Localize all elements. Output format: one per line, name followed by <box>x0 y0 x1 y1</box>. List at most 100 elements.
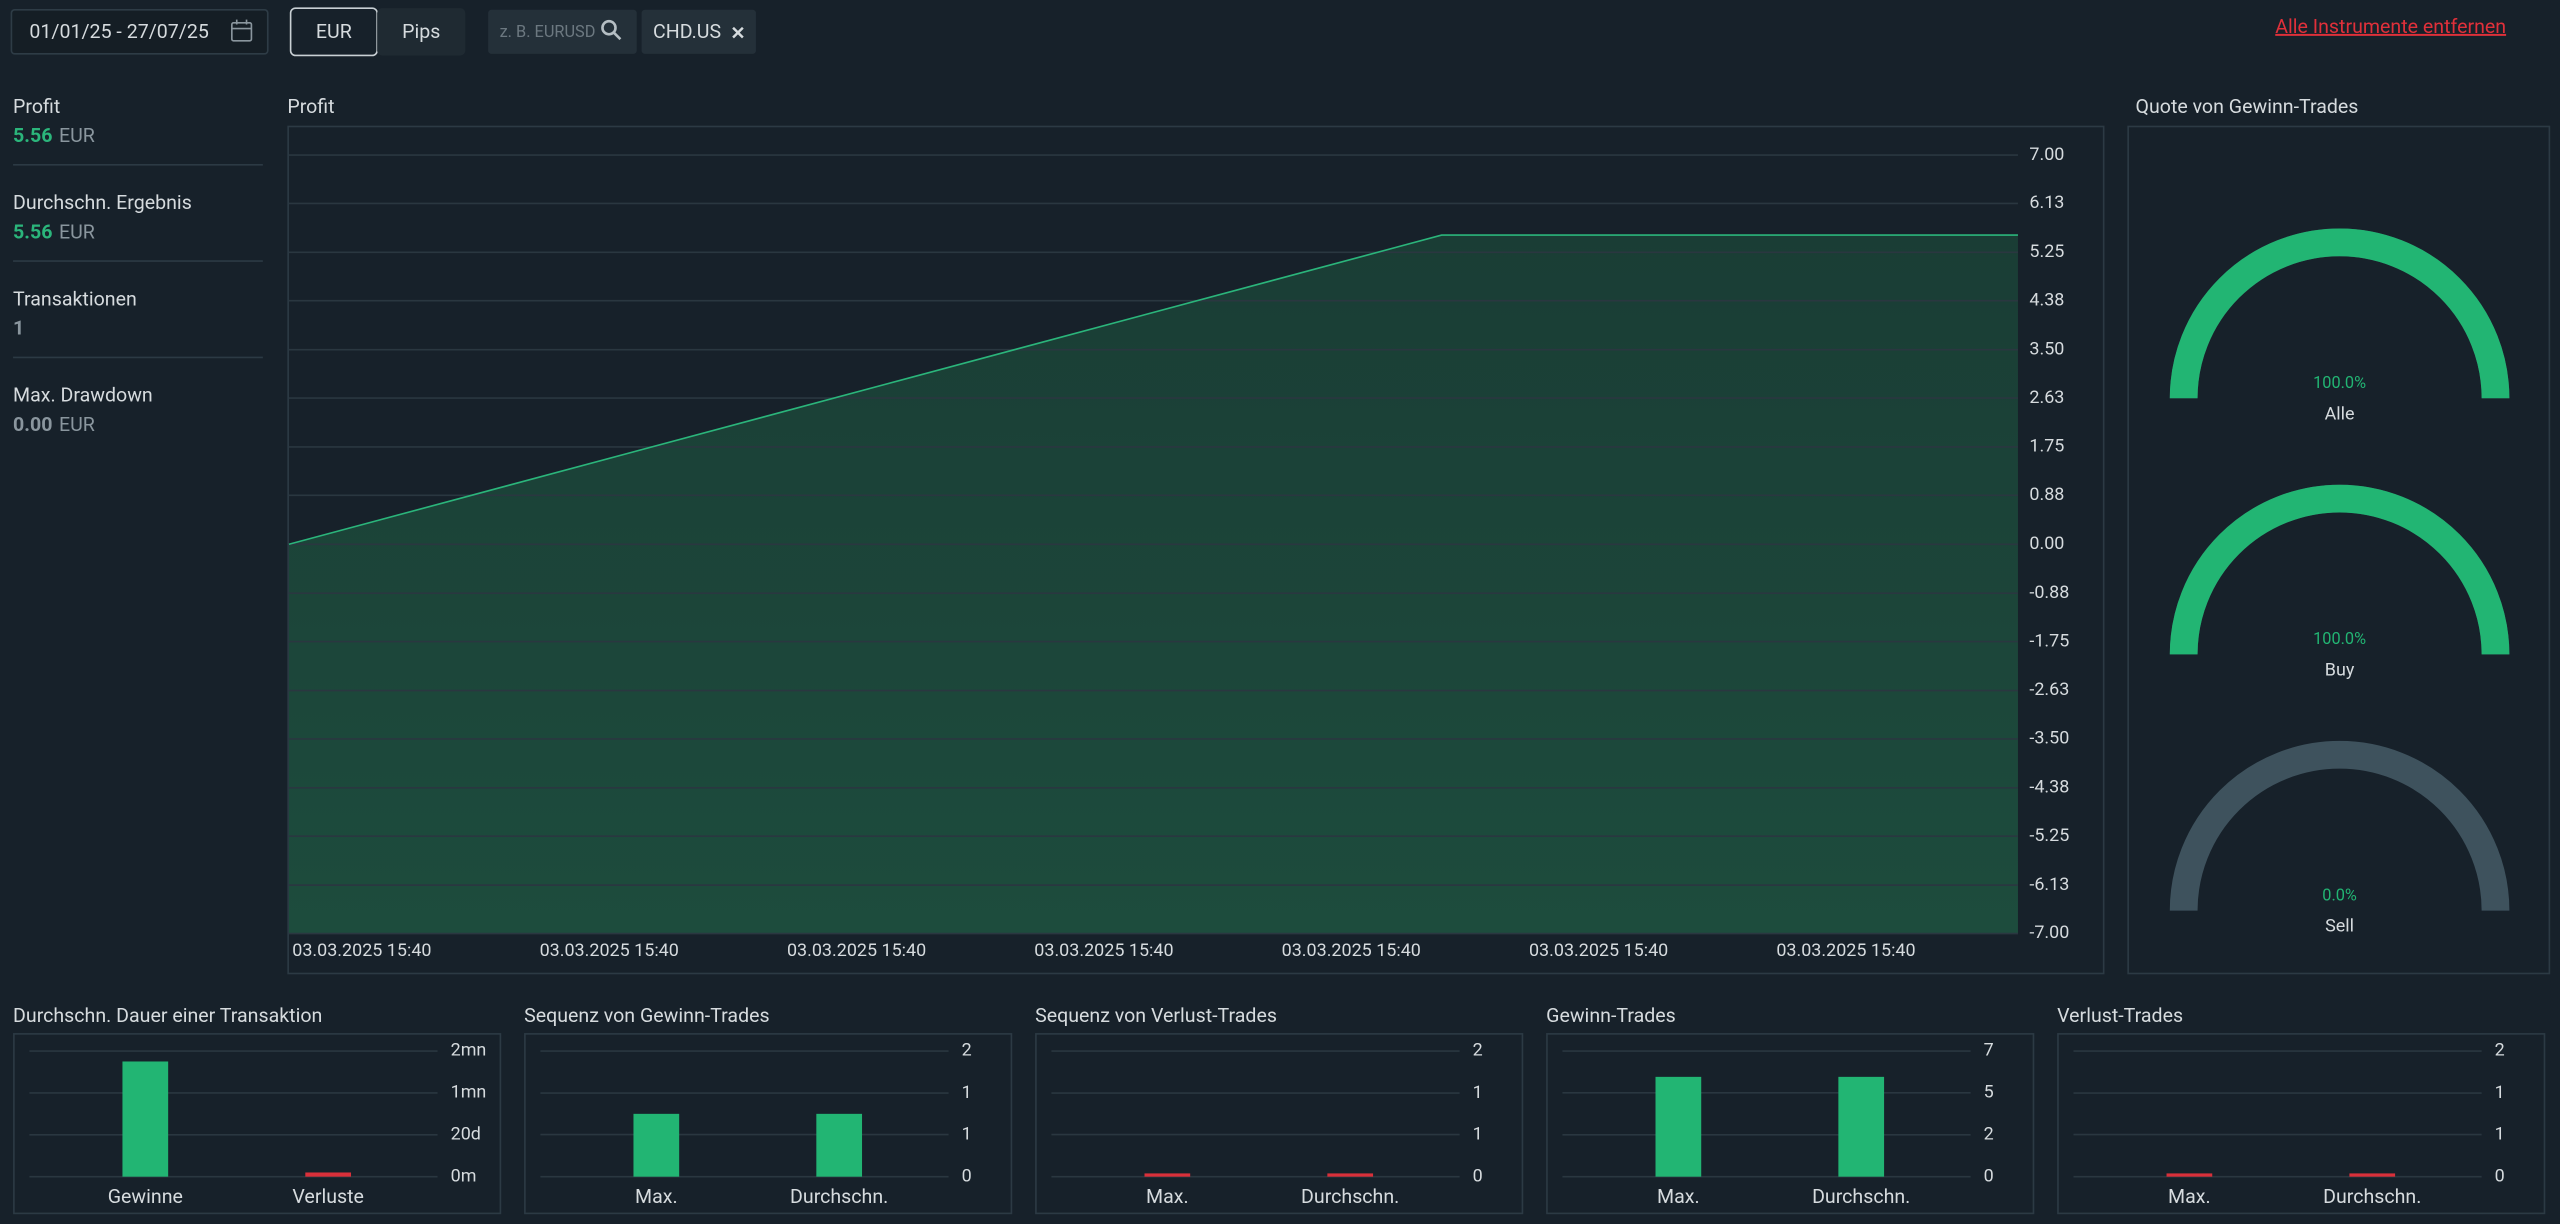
instrument-name: CHD.US <box>653 20 721 43</box>
profit-panel <box>287 125 2105 975</box>
y-tick-label: 6.13 <box>2029 192 2064 213</box>
chart-title: Gewinn-Trades <box>1546 1004 1676 1027</box>
x-tick-label: 03.03.2025 15:40 <box>1282 940 1421 961</box>
y-tick-label: 2.63 <box>2029 387 2064 408</box>
y-tick-label: 5.25 <box>2029 241 2064 262</box>
stat-number: 1 <box>13 317 24 340</box>
y-tick-label: 0 <box>962 1165 972 1186</box>
stat-value: 1 <box>13 317 24 340</box>
gauge-label: Buy <box>2325 659 2355 680</box>
gauge-label: Alle <box>2325 403 2355 424</box>
y-tick-label: 2 <box>2495 1040 2505 1061</box>
y-tick-label: 1mn <box>451 1082 487 1103</box>
stat-label: Transaktionen <box>13 287 137 310</box>
y-tick-label: 0 <box>1473 1165 1483 1186</box>
bar <box>816 1113 863 1177</box>
x-tick-label: 03.03.2025 15:40 <box>292 940 431 961</box>
stat-value: 0.00 EUR <box>13 413 95 436</box>
bar <box>633 1113 680 1177</box>
bar <box>1838 1076 1885 1177</box>
stat-number: 5.56 <box>13 221 52 244</box>
chart-title: Sequenz von Verlust-Trades <box>1035 1004 1277 1027</box>
chart-title: Verlust-Trades <box>2057 1004 2183 1027</box>
y-tick-label: 7.00 <box>2029 144 2064 165</box>
y-tick-label: 0.88 <box>2029 484 2064 505</box>
profit-area <box>288 235 2018 934</box>
gauge-percent: 100.0% <box>2313 629 2366 648</box>
y-tick-label: 1 <box>1473 1123 1483 1144</box>
gauge-percent: 100.0% <box>2313 373 2366 392</box>
y-tick-label: -0.88 <box>2029 582 2069 603</box>
x-tick-label: 03.03.2025 15:40 <box>1034 940 1173 961</box>
winrate-panel <box>2127 125 2551 975</box>
y-tick-label: -7.00 <box>2029 922 2069 943</box>
y-tick-label: 1.75 <box>2029 436 2064 457</box>
x-tick-label: 03.03.2025 15:40 <box>1776 940 1915 961</box>
bar <box>305 1172 352 1177</box>
gauge-percent: 0.0% <box>2322 885 2357 904</box>
stat-unit: EUR <box>59 124 95 147</box>
y-tick-label: 2 <box>962 1040 972 1061</box>
bar-panel <box>1035 1033 1524 1215</box>
y-tick-label: 3.50 <box>2029 338 2064 359</box>
y-tick-label: 1 <box>962 1082 972 1103</box>
y-tick-label: 2 <box>1984 1124 1994 1145</box>
x-tick-label: Durchschn. <box>790 1185 888 1208</box>
x-tick-label: Max. <box>1657 1185 1700 1208</box>
bar <box>122 1061 169 1177</box>
stat-number: 0.00 <box>13 413 52 436</box>
y-tick-label: 2mn <box>451 1040 487 1061</box>
pips-button[interactable] <box>377 8 466 56</box>
y-tick-label: -4.38 <box>2029 777 2069 798</box>
y-tick-label: 0m <box>451 1165 477 1186</box>
x-tick-label: Gewinne <box>108 1185 183 1208</box>
date-picker[interactable] <box>10 8 269 55</box>
search-icon <box>601 19 622 41</box>
x-tick-label: Max. <box>1146 1185 1189 1208</box>
y-tick-label: -3.50 <box>2029 728 2069 749</box>
y-tick-label: -1.75 <box>2029 630 2069 651</box>
x-tick-label: Verluste <box>292 1185 364 1208</box>
chart-title: Sequenz von Gewinn-Trades <box>524 1004 770 1027</box>
x-tick-label: Durchschn. <box>1301 1185 1399 1208</box>
bar <box>1144 1173 1191 1177</box>
y-tick-label: 1 <box>2495 1082 2505 1103</box>
remove-tag[interactable] <box>732 26 744 39</box>
x-tick-label: Max. <box>2168 1185 2211 1208</box>
y-tick-label: 0.00 <box>2029 533 2064 554</box>
calendar-icon <box>231 19 253 42</box>
stat-value: 5.56 EUR <box>13 124 95 147</box>
bar-panel <box>13 1033 502 1215</box>
date-range: 01/01/25 - 27/07/25 <box>29 20 209 43</box>
x-tick-label: 03.03.2025 15:40 <box>787 940 926 961</box>
stat-unit: EUR <box>59 221 95 244</box>
remove-all-link[interactable]: Alle Instrumente entfernen <box>2275 15 2506 38</box>
y-tick-label: 0 <box>2495 1165 2505 1186</box>
gauge-value <box>2169 484 2510 655</box>
y-tick-label: -5.25 <box>2029 825 2069 846</box>
bar <box>2349 1173 2396 1177</box>
y-tick-label: 5 <box>1984 1082 1994 1103</box>
y-tick-label: -6.13 <box>2029 874 2069 895</box>
chart-title: Quote von Gewinn-Trades <box>2136 95 2359 118</box>
x-tick-label: Max. <box>635 1185 678 1208</box>
bar-panel <box>2057 1033 2546 1215</box>
bar-panel <box>1546 1033 2035 1215</box>
x-tick-label: 03.03.2025 15:40 <box>1529 940 1668 961</box>
gauge-track <box>2169 740 2510 911</box>
gauge-value <box>2169 228 2510 399</box>
bar <box>1327 1173 1374 1177</box>
search-input[interactable] <box>488 9 637 54</box>
pips-label: Pips <box>402 20 440 43</box>
y-tick-label: 7 <box>1984 1040 1994 1061</box>
bar <box>2166 1173 2213 1177</box>
gauge-label: Sell <box>2325 916 2354 937</box>
stat-label: Durchschn. Ergebnis <box>13 191 192 214</box>
x-tick-label: Durchschn. <box>2323 1185 2421 1208</box>
y-tick-label: 4.38 <box>2029 289 2064 310</box>
chart-title: Durchschn. Dauer einer Transaktion <box>13 1004 322 1027</box>
chart-title: Profit <box>287 95 334 118</box>
y-tick-label: 1 <box>1473 1082 1483 1103</box>
y-tick-label: 0 <box>1984 1165 1994 1186</box>
